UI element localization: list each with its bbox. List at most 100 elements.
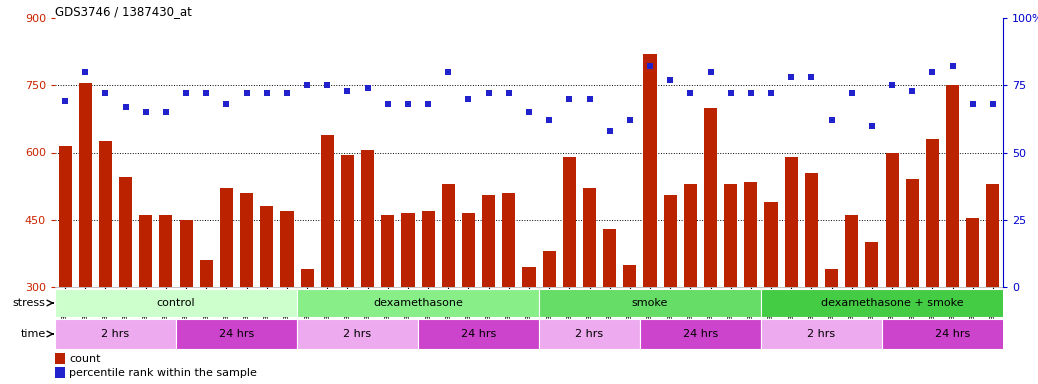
Point (703, 69, 719, 75)
Point (844, 90, 861, 96)
Bar (58, 146, 72, 287)
Point (803, 74, 820, 80)
Bar (55, 353, 65, 364)
Bar (297, 319, 418, 349)
Text: dexamethasone + smoke: dexamethasone + smoke (821, 298, 963, 308)
Bar (804, 173, 818, 287)
Bar (946, 85, 959, 287)
Bar (160, 215, 172, 287)
Text: 24 hrs: 24 hrs (683, 329, 718, 339)
Bar (418, 319, 539, 349)
Bar (139, 215, 153, 287)
Point (904, 88, 921, 94)
Bar (176, 319, 297, 349)
Point (299, 82, 316, 88)
Bar (301, 269, 313, 287)
Bar (462, 213, 475, 287)
Point (682, 90, 699, 96)
Text: 2 hrs: 2 hrs (575, 329, 603, 339)
Bar (906, 179, 919, 287)
Bar (199, 260, 213, 287)
Point (763, 90, 780, 96)
Bar (966, 217, 979, 287)
Text: 2 hrs: 2 hrs (102, 329, 130, 339)
Bar (845, 215, 858, 287)
Bar (866, 242, 878, 287)
Bar (482, 195, 495, 287)
Bar (761, 289, 1023, 317)
Bar (539, 289, 761, 317)
Bar (765, 202, 777, 287)
Point (622, 117, 638, 123)
Point (137, 109, 154, 115)
Bar (442, 184, 455, 287)
Bar (261, 206, 273, 287)
Point (460, 96, 476, 102)
Text: 2 hrs: 2 hrs (808, 329, 836, 339)
Bar (55, 289, 297, 317)
Bar (502, 193, 516, 287)
Bar (926, 139, 939, 287)
Bar (986, 184, 1000, 287)
Point (400, 101, 416, 107)
Point (864, 122, 880, 129)
Text: smoke: smoke (632, 298, 668, 308)
Text: GDS3746 / 1387430_at: GDS3746 / 1387430_at (55, 5, 192, 18)
Point (985, 101, 1002, 107)
Point (541, 117, 557, 123)
Bar (644, 54, 657, 287)
Bar (583, 189, 596, 287)
Point (883, 82, 900, 88)
Point (722, 90, 739, 96)
Bar (663, 195, 677, 287)
Bar (55, 367, 65, 377)
Bar (340, 155, 354, 287)
Point (481, 90, 497, 96)
Bar (280, 211, 294, 287)
Text: 24 hrs: 24 hrs (219, 329, 254, 339)
Text: percentile rank within the sample: percentile rank within the sample (70, 368, 257, 378)
Point (198, 90, 215, 96)
Point (419, 101, 436, 107)
Bar (640, 319, 761, 349)
Point (662, 77, 679, 83)
Point (521, 109, 538, 115)
Bar (603, 229, 617, 287)
Text: 2 hrs: 2 hrs (344, 329, 372, 339)
Point (218, 101, 235, 107)
Point (239, 90, 255, 96)
Point (783, 74, 799, 80)
Point (823, 117, 840, 123)
Bar (725, 184, 737, 287)
Point (57, 98, 74, 104)
Bar (381, 215, 394, 287)
Bar (825, 269, 838, 287)
Point (641, 63, 658, 70)
Bar (220, 189, 233, 287)
Text: stress: stress (12, 298, 46, 308)
Bar (321, 134, 334, 287)
Bar (785, 157, 798, 287)
Bar (361, 150, 374, 287)
Point (440, 69, 457, 75)
Text: time: time (21, 329, 46, 339)
Bar (684, 184, 696, 287)
Bar (539, 319, 640, 349)
Point (601, 128, 618, 134)
Bar (563, 157, 576, 287)
Point (117, 104, 134, 110)
Bar (119, 177, 132, 287)
Text: count: count (70, 354, 101, 364)
Bar (885, 152, 899, 287)
Point (158, 109, 174, 115)
Point (77, 69, 93, 75)
Bar (240, 193, 253, 287)
Point (380, 101, 397, 107)
Point (964, 101, 981, 107)
Point (945, 63, 961, 70)
Point (339, 88, 356, 94)
Bar (761, 319, 882, 349)
Point (177, 90, 194, 96)
Bar (297, 289, 539, 317)
Bar (543, 251, 555, 287)
